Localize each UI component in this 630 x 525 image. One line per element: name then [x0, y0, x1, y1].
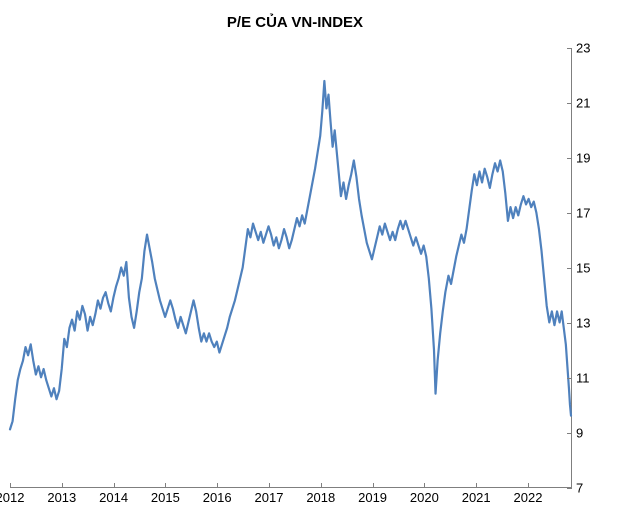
x-tick-label: 2022 — [514, 490, 543, 505]
x-tick-label: 2017 — [255, 490, 284, 505]
y-tick-label: 11 — [576, 371, 620, 386]
x-tick-label: 2020 — [410, 490, 439, 505]
line-series-svg — [10, 48, 571, 487]
y-tick-label: 15 — [576, 261, 620, 276]
y-tick-label: 7 — [576, 481, 620, 496]
y-tick-label: 19 — [576, 151, 620, 166]
chart-title: P/E CỦA VN-INDEX — [0, 14, 590, 31]
y-tick-label: 13 — [576, 316, 620, 331]
chart-container: P/E CỦA VN-INDEX 7 9 11 13 15 17 19 21 23 2012 20… — [0, 0, 630, 525]
y-tick-label: 9 — [576, 426, 620, 441]
x-tick-label: 2016 — [203, 490, 232, 505]
x-tick-label: 2014 — [99, 490, 128, 505]
x-tick-label: 2019 — [358, 490, 387, 505]
x-tick-label: 2013 — [47, 490, 76, 505]
x-tick-label: 2012 — [0, 490, 24, 505]
x-axis-labels: 2012201320142015201620172018201920202021… — [10, 490, 572, 510]
y-tick-label: 23 — [576, 41, 620, 56]
x-tick-label: 2018 — [306, 490, 335, 505]
x-tick-label: 2015 — [151, 490, 180, 505]
plot-area — [10, 48, 572, 488]
x-tick-label: 2021 — [462, 490, 491, 505]
y-tick-label: 17 — [576, 206, 620, 221]
y-tick-label: 21 — [576, 96, 620, 111]
y-axis-labels: 7911131517192123 — [576, 48, 620, 488]
